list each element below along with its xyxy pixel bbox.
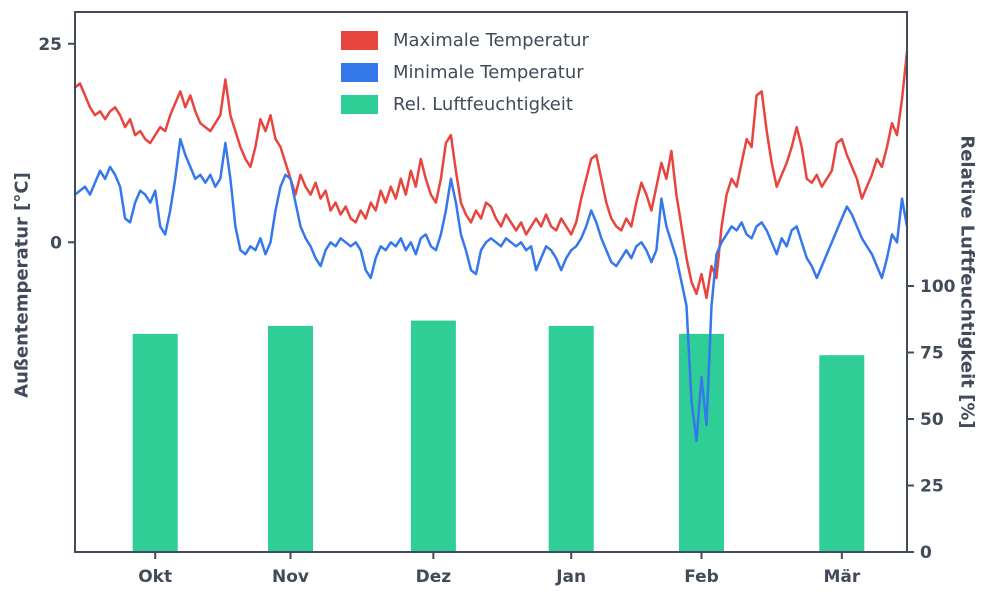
legend-item-humidity: Rel. Luftfeuchtigkeit bbox=[341, 94, 589, 115]
left-axis-label: Außentemperatur [°C] bbox=[11, 172, 33, 398]
legend-swatch-humidity bbox=[341, 95, 378, 114]
legend-label-max-temp: Maximale Temperatur bbox=[393, 30, 589, 51]
x-axis-tick-label: Mär bbox=[823, 567, 860, 587]
x-axis-tick-label: Feb bbox=[684, 567, 719, 587]
legend-label-humidity: Rel. Luftfeuchtigkeit bbox=[393, 94, 573, 115]
legend-label-min-temp: Minimale Temperatur bbox=[393, 62, 584, 83]
right-axis-tick-label: 100 bbox=[920, 277, 956, 297]
humidity-bar-Mär bbox=[819, 355, 865, 552]
right-axis-label: Relative Luftfeuchtigkeit [%] bbox=[956, 135, 978, 429]
humidity-bar-Okt bbox=[132, 333, 178, 552]
right-axis-tick-label: 0 bbox=[920, 543, 932, 563]
humidity-bar-Nov bbox=[268, 325, 313, 552]
right-axis-tick-label: 50 bbox=[920, 410, 944, 430]
humidity-bar-Feb bbox=[679, 333, 724, 552]
x-axis-tick-label: Okt bbox=[138, 567, 172, 587]
x-axis-tick-label: Nov bbox=[272, 567, 309, 587]
legend-swatch-max-temp bbox=[341, 31, 378, 50]
legend: Maximale Temperatur Minimale Temperatur … bbox=[341, 30, 589, 115]
left-axis-tick-label: 0 bbox=[50, 233, 62, 253]
min-temp-line bbox=[73, 137, 909, 443]
max-temp-line bbox=[73, 50, 909, 300]
plot-border bbox=[74, 11, 908, 553]
legend-swatch-min-temp bbox=[341, 63, 378, 82]
legend-item-max-temp: Maximale Temperatur bbox=[341, 30, 589, 51]
x-axis-tick-label: Jan bbox=[555, 567, 586, 587]
left-axis-tick-label: 25 bbox=[38, 35, 62, 55]
humidity-bars bbox=[132, 320, 865, 552]
right-axis-tick-label: 75 bbox=[920, 343, 944, 363]
right-axis-tick-label: 25 bbox=[920, 476, 944, 496]
humidity-bar-Jan bbox=[548, 325, 594, 552]
legend-item-min-temp: Minimale Temperatur bbox=[341, 62, 589, 83]
x-axis-tick-label: Dez bbox=[416, 567, 452, 587]
humidity-bar-Dez bbox=[410, 320, 456, 552]
